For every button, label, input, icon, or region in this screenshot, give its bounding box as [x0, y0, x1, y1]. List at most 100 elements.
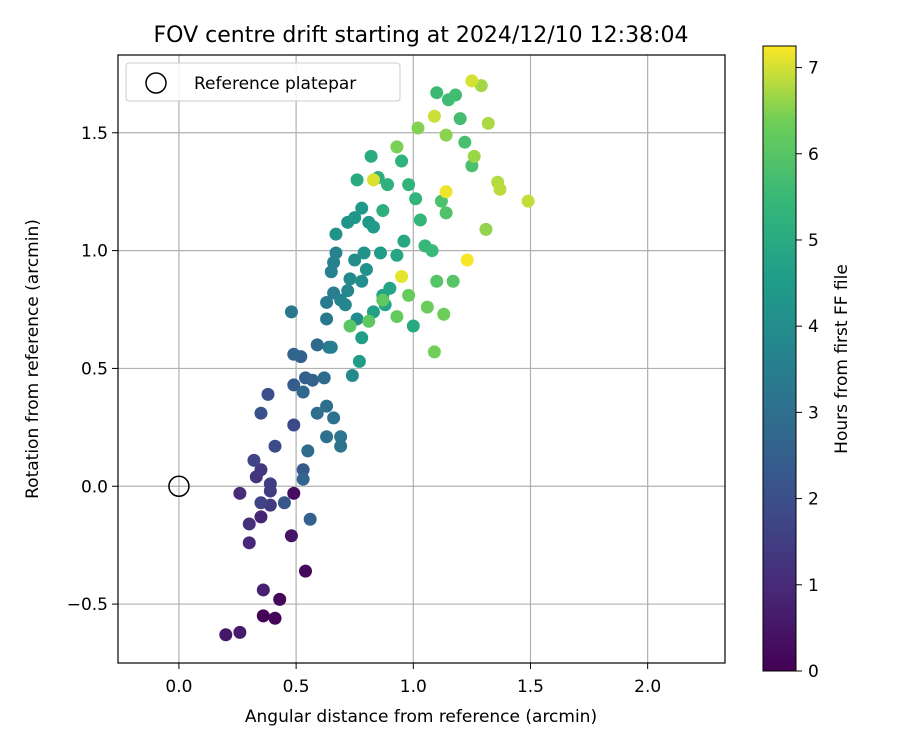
x-tick-label: 1.5: [517, 677, 544, 697]
reference-marker-layer: [168, 475, 190, 498]
data-point: [448, 88, 462, 102]
data-point: [327, 411, 341, 425]
data-point: [425, 244, 439, 258]
y-axis-ticks: −0.5 0.0 0.5 1.0 1.5: [67, 124, 118, 615]
data-point: [364, 149, 378, 163]
data-point: [381, 178, 395, 192]
reference-platepar-marker: [168, 475, 190, 498]
colorbar-ticks: 0 1 2 3 4 5 6 7: [796, 59, 819, 682]
data-point: [439, 128, 453, 142]
data-point: [406, 319, 420, 333]
data-point: [430, 86, 444, 100]
data-points: [219, 74, 535, 642]
data-point: [376, 204, 390, 218]
data-point: [233, 486, 247, 500]
x-tick-label: 1.0: [400, 677, 427, 697]
data-point: [287, 347, 301, 361]
data-point: [437, 307, 451, 321]
data-point: [390, 310, 404, 324]
chart-title: FOV centre drift starting at 2024/12/10 …: [154, 23, 689, 48]
data-point: [306, 373, 320, 387]
x-tick-label: 0.0: [165, 677, 192, 697]
colorbar-tick-label: 0: [808, 662, 819, 682]
data-point: [324, 340, 338, 354]
data-point: [460, 253, 474, 267]
data-point: [390, 248, 404, 262]
data-point: [350, 173, 364, 187]
data-point: [355, 201, 369, 215]
colorbar-tick-label: 7: [808, 59, 819, 79]
data-point: [268, 611, 282, 625]
data-point: [413, 213, 427, 227]
data-point: [355, 274, 369, 288]
y-tick-label: −0.5: [67, 595, 108, 615]
data-point: [373, 246, 387, 260]
colorbar-label: Hours from first FF file: [832, 264, 852, 454]
data-point: [366, 173, 380, 187]
data-point: [427, 345, 441, 359]
y-tick-label: 1.5: [81, 124, 108, 144]
data-point: [479, 222, 493, 236]
data-point: [359, 262, 373, 276]
data-point: [254, 496, 268, 510]
data-point: [284, 529, 298, 543]
data-point: [296, 463, 310, 477]
x-tick-label: 0.5: [283, 677, 310, 697]
data-point: [395, 154, 409, 168]
data-point: [329, 227, 343, 241]
data-point: [338, 298, 352, 312]
data-point: [261, 387, 275, 401]
y-tick-label: 1.0: [81, 242, 108, 262]
x-tick-label: 2.0: [634, 677, 661, 697]
data-point: [320, 312, 334, 326]
data-point: [397, 234, 411, 248]
data-point: [402, 288, 416, 302]
data-point: [310, 406, 324, 420]
colorbar: 0 1 2 3 4 5 6 7 Hours from first FF file: [762, 45, 852, 682]
data-point: [439, 206, 453, 220]
data-point: [348, 253, 362, 267]
colorbar-tick-label: 3: [808, 403, 819, 423]
data-point: [458, 135, 472, 149]
colorbar-tick-label: 5: [808, 231, 819, 251]
data-point: [296, 472, 310, 486]
legend: Reference platepar: [125, 62, 401, 102]
data-point: [430, 274, 444, 288]
data-point: [320, 430, 334, 444]
data-point: [242, 536, 256, 550]
data-point: [357, 246, 371, 260]
data-point: [409, 192, 423, 206]
data-point: [341, 284, 355, 298]
data-point: [390, 140, 404, 154]
data-point: [383, 281, 397, 295]
y-axis-label: Rotation from reference (arcmin): [23, 219, 43, 499]
data-point: [277, 496, 291, 510]
data-point: [320, 399, 334, 413]
data-point: [317, 371, 331, 385]
data-point: [284, 305, 298, 319]
data-point: [254, 510, 268, 524]
data-point: [298, 564, 312, 578]
data-point: [329, 246, 343, 260]
data-point: [334, 430, 348, 444]
plot-frame: [117, 54, 726, 664]
y-tick-label: 0.0: [81, 477, 108, 497]
data-point: [334, 439, 348, 453]
x-axis-label: Angular distance from reference (arcmin): [245, 707, 597, 727]
data-point: [366, 220, 380, 234]
data-point: [296, 385, 310, 399]
legend-reference-icon: [145, 72, 167, 94]
data-point: [453, 112, 467, 126]
legend-entry-label: Reference platepar: [194, 74, 356, 94]
data-point: [420, 300, 434, 314]
data-point: [521, 194, 535, 208]
data-point: [395, 270, 409, 284]
grid-lines: [118, 55, 725, 663]
data-point: [254, 463, 268, 477]
data-point: [287, 378, 301, 392]
colorbar-tick-label: 2: [808, 490, 819, 510]
data-point: [254, 406, 268, 420]
data-point: [467, 149, 481, 163]
y-tick-label: 0.5: [81, 359, 108, 379]
data-point: [303, 512, 317, 526]
